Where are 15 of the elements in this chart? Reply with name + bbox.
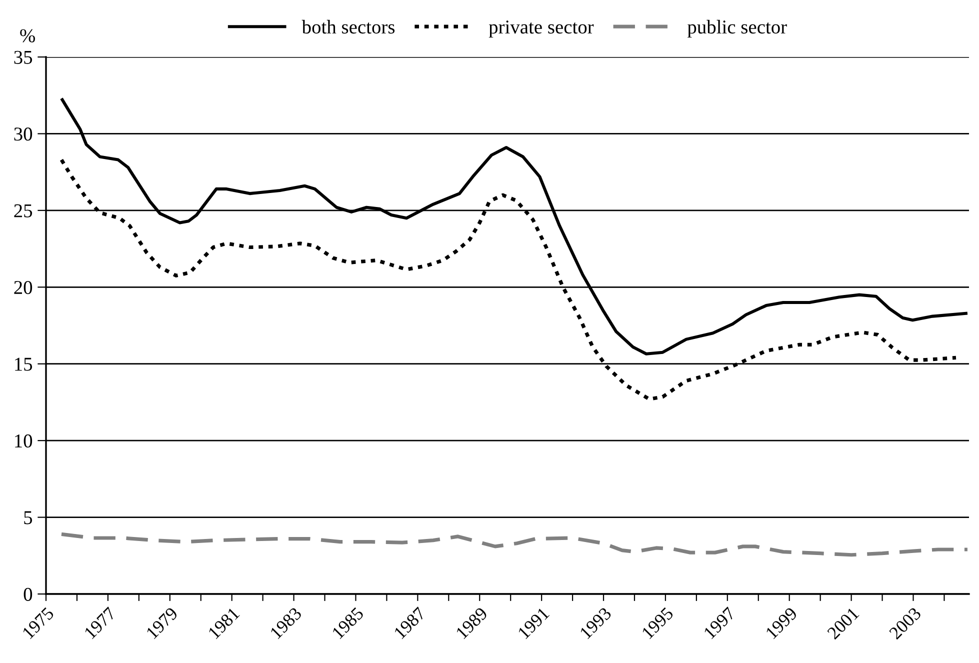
y-tick-label: 0 xyxy=(24,588,32,601)
y-tick-label: 35 xyxy=(14,50,32,64)
x-tick-label: 1991 xyxy=(518,606,550,640)
y-tick-label: 5 xyxy=(24,511,32,524)
legend-label: public sector xyxy=(687,20,787,38)
y-axis-title: % xyxy=(20,29,35,42)
y-tick-label: 15 xyxy=(15,358,32,371)
y-tick-label: 20 xyxy=(14,280,32,294)
legend-label: private sector xyxy=(488,20,594,38)
y-tick-label: 10 xyxy=(15,434,32,448)
y-tick-label: 25 xyxy=(14,204,32,218)
x-tick-label: 1981 xyxy=(208,606,240,640)
line-series xyxy=(60,532,969,557)
y-tick-label: 30 xyxy=(14,128,32,141)
legend-label: both sectors xyxy=(302,20,395,34)
